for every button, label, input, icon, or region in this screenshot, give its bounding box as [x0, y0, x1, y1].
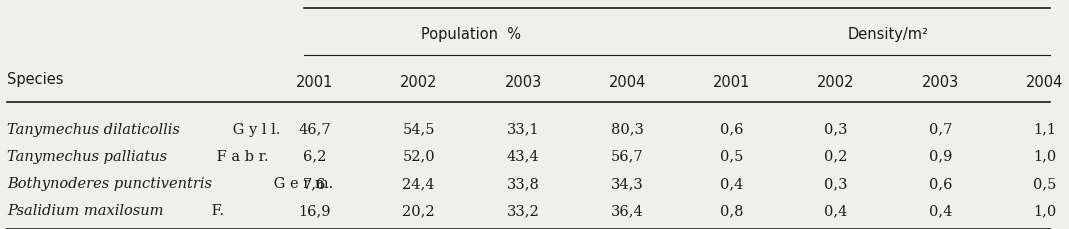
- Text: 36,4: 36,4: [611, 203, 644, 217]
- Text: 1,1: 1,1: [1034, 122, 1056, 136]
- Text: G y l l.: G y l l.: [229, 122, 281, 136]
- Text: 54,5: 54,5: [402, 122, 435, 136]
- Text: 0,9: 0,9: [929, 149, 952, 163]
- Text: Bothynoderes punctiventris: Bothynoderes punctiventris: [7, 176, 213, 190]
- Text: 0,8: 0,8: [721, 203, 744, 217]
- Text: 20,2: 20,2: [402, 203, 435, 217]
- Text: 2002: 2002: [400, 74, 437, 89]
- Text: 1,0: 1,0: [1033, 149, 1056, 163]
- Text: 46,7: 46,7: [298, 122, 330, 136]
- Text: 0,7: 0,7: [929, 122, 952, 136]
- Text: Tanymechus palliatus: Tanymechus palliatus: [7, 149, 168, 163]
- Text: Psalidium maxilosum: Psalidium maxilosum: [7, 203, 164, 217]
- Text: 56,7: 56,7: [611, 149, 644, 163]
- Text: 0,5: 0,5: [721, 149, 743, 163]
- Text: 2003: 2003: [505, 74, 542, 89]
- Text: 2004: 2004: [1026, 74, 1064, 89]
- Text: 2004: 2004: [608, 74, 646, 89]
- Text: 0,4: 0,4: [721, 176, 743, 190]
- Text: 0,6: 0,6: [929, 176, 952, 190]
- Text: 80,3: 80,3: [611, 122, 644, 136]
- Text: 6,2: 6,2: [303, 149, 326, 163]
- Text: 1,0: 1,0: [1033, 203, 1056, 217]
- Text: 52,0: 52,0: [402, 149, 435, 163]
- Text: 2001: 2001: [296, 74, 334, 89]
- Text: Population  %: Population %: [421, 27, 521, 42]
- Text: Tanymechus dilaticollis: Tanymechus dilaticollis: [7, 122, 181, 136]
- Text: 0,6: 0,6: [721, 122, 744, 136]
- Text: 7,6: 7,6: [303, 176, 326, 190]
- Text: 24,4: 24,4: [402, 176, 435, 190]
- Text: 0,3: 0,3: [824, 176, 848, 190]
- Text: G e r m.: G e r m.: [269, 176, 334, 190]
- Text: 0,4: 0,4: [929, 203, 952, 217]
- Text: 2003: 2003: [921, 74, 959, 89]
- Text: 34,3: 34,3: [611, 176, 644, 190]
- Text: 0,2: 0,2: [824, 149, 848, 163]
- Text: 33,2: 33,2: [507, 203, 540, 217]
- Text: 16,9: 16,9: [298, 203, 330, 217]
- Text: 0,3: 0,3: [824, 122, 848, 136]
- Text: 33,8: 33,8: [507, 176, 540, 190]
- Text: 43,4: 43,4: [507, 149, 540, 163]
- Text: F a b r.: F a b r.: [212, 149, 268, 163]
- Text: 0,4: 0,4: [824, 203, 848, 217]
- Text: 2001: 2001: [713, 74, 750, 89]
- Text: 0,5: 0,5: [1033, 176, 1056, 190]
- Text: F.: F.: [207, 203, 224, 217]
- Text: Density/m²: Density/m²: [848, 27, 929, 42]
- Text: 2002: 2002: [818, 74, 855, 89]
- Text: 33,1: 33,1: [507, 122, 540, 136]
- Text: Species: Species: [7, 72, 64, 87]
